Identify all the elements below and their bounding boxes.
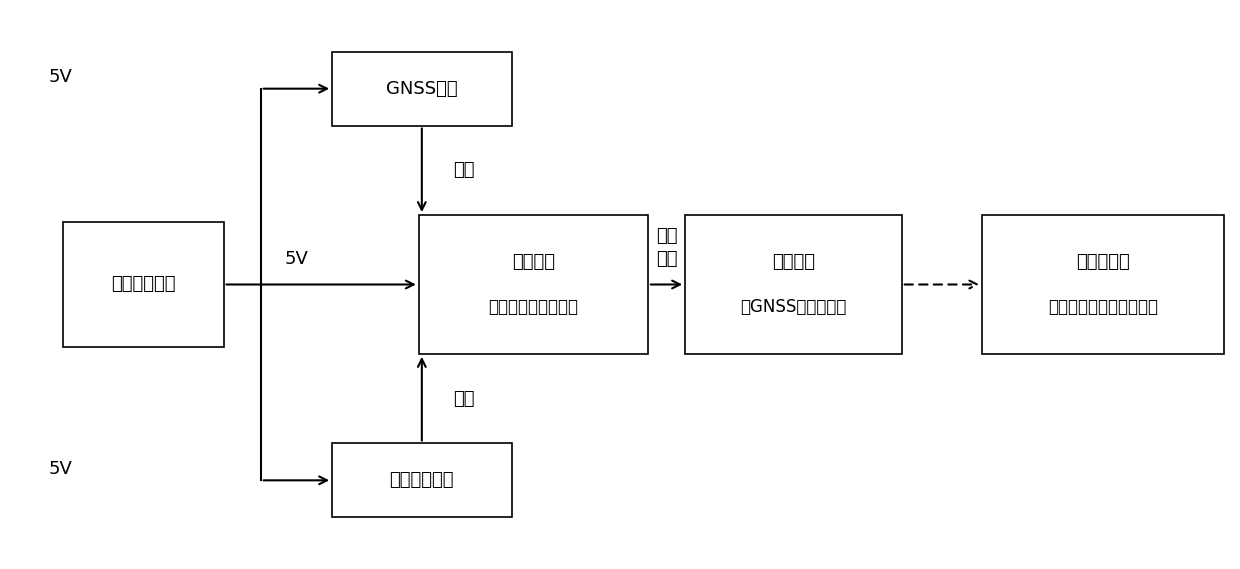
Bar bbox=[63, 222, 223, 347]
Text: 数据: 数据 bbox=[656, 227, 677, 245]
Text: （接收数据并实时监测）: （接收数据并实时监测） bbox=[1048, 298, 1158, 316]
Text: 5V: 5V bbox=[48, 460, 72, 478]
Text: 光控电源模块: 光控电源模块 bbox=[110, 275, 175, 294]
Text: 远程服务器: 远程服务器 bbox=[1076, 253, 1130, 271]
Bar bbox=[332, 443, 512, 517]
Text: （处理并存储数据）: （处理并存储数据） bbox=[489, 298, 578, 316]
Bar bbox=[332, 52, 512, 126]
Text: 串口: 串口 bbox=[453, 161, 474, 179]
Text: 网络传输: 网络传输 bbox=[773, 253, 815, 271]
Bar bbox=[982, 215, 1224, 354]
Text: 移动通信模块: 移动通信模块 bbox=[389, 471, 454, 489]
Text: 5V: 5V bbox=[48, 68, 72, 86]
Bar bbox=[684, 215, 901, 354]
Text: 微处理器: 微处理器 bbox=[512, 253, 554, 271]
Text: （GNSS定位信息）: （GNSS定位信息） bbox=[740, 298, 847, 316]
Text: 串口: 串口 bbox=[453, 390, 474, 408]
Text: GNSS模块: GNSS模块 bbox=[386, 80, 458, 98]
Text: 5V: 5V bbox=[284, 250, 309, 268]
Text: 输出: 输出 bbox=[656, 250, 677, 268]
Bar bbox=[419, 215, 647, 354]
